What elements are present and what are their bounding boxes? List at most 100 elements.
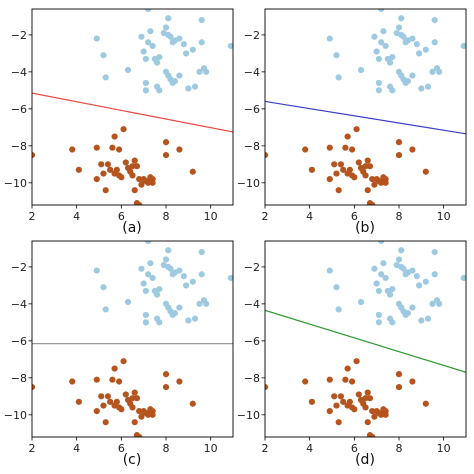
point-bottom-7 (107, 166, 114, 173)
point-bottom-0 (265, 383, 269, 391)
point-bottom-16 (129, 172, 136, 179)
point-top-28 (176, 72, 183, 79)
point-bottom-39 (382, 411, 389, 418)
point-top-13 (156, 53, 163, 61)
point-bottom-16 (362, 172, 369, 179)
y-tick-label: −4 (11, 298, 27, 311)
x-tick-label: 4 (306, 442, 313, 455)
point-top-29 (185, 317, 192, 324)
point-bottom-38 (362, 395, 369, 402)
point-top-30 (191, 315, 199, 322)
point-bottom-36 (111, 402, 118, 409)
point-bottom-35 (118, 174, 125, 181)
point-top-8 (142, 287, 149, 295)
point-top-35 (198, 16, 205, 24)
point-top-28 (409, 304, 416, 311)
point-bottom-39 (149, 411, 156, 418)
point-bottom-34 (422, 400, 429, 407)
point-bottom-9 (344, 133, 351, 140)
point-bottom-2 (308, 166, 315, 173)
point-bottom-31 (162, 383, 170, 391)
point-bottom-0 (32, 151, 36, 159)
point-bottom-38 (362, 163, 369, 170)
point-top-30 (424, 83, 432, 90)
point-top-5 (145, 241, 152, 245)
point-top-22 (416, 50, 423, 57)
point-top-35 (431, 16, 438, 24)
point-top-9 (378, 271, 385, 278)
point-top-37 (375, 79, 382, 87)
y-tick-label: −2 (11, 29, 27, 42)
point-top-1 (333, 284, 340, 291)
point-top-16 (400, 265, 407, 272)
point-top-4 (371, 33, 378, 40)
point-bottom-3 (93, 376, 100, 383)
point-bottom-3 (326, 144, 333, 151)
point-top-27 (171, 310, 179, 317)
point-top-36 (398, 15, 405, 22)
point-bottom-18 (366, 163, 374, 170)
panel-4: 2 4 6 8 10 −10 −8 −6 −4 −2 (d) (237, 240, 467, 468)
point-bottom-5 (100, 170, 107, 177)
point-bottom-36 (344, 170, 351, 177)
point-top-31 (429, 68, 436, 75)
x-tick-label: 4 (306, 210, 313, 223)
point-top-7 (373, 48, 380, 55)
point-top-30 (424, 315, 432, 322)
point-bottom-19 (136, 176, 143, 183)
point-bottom-4 (331, 393, 338, 400)
point-top-6 (147, 28, 154, 35)
point-bottom-33 (176, 378, 183, 385)
x-tick-label: 6 (118, 442, 125, 455)
point-bottom-3 (93, 144, 100, 151)
point-top-12 (153, 59, 161, 66)
point-top-29 (185, 85, 192, 92)
point-bottom-23 (378, 411, 385, 418)
point-top-35 (198, 248, 205, 256)
point-top-2 (102, 306, 109, 313)
y-tick-label: −6 (11, 335, 27, 348)
y-tick-label: −8 (11, 140, 27, 153)
point-top-0 (326, 267, 333, 274)
point-top-4 (371, 265, 378, 272)
x-tick-label: 2 (262, 210, 269, 223)
point-top-10 (382, 274, 389, 282)
point-top-12 (386, 59, 394, 66)
point-bottom-31 (395, 151, 403, 159)
point-top-21 (422, 278, 429, 285)
point-bottom-38 (129, 163, 136, 170)
axes-frame (31, 240, 234, 438)
point-top-40 (389, 319, 396, 326)
point-top-3 (124, 298, 132, 306)
point-bottom-31 (162, 151, 170, 159)
point-top-31 (196, 68, 203, 75)
y-tick-label: −6 (11, 103, 27, 116)
point-top-22 (183, 50, 190, 57)
point-bottom-9 (111, 133, 118, 140)
point-top-38 (375, 319, 382, 326)
point-bottom-2 (75, 398, 82, 405)
x-tick-label: 4 (73, 210, 80, 223)
x-tick-label: 4 (73, 442, 80, 455)
point-bottom-7 (340, 166, 347, 173)
point-top-37 (142, 79, 149, 87)
point-bottom-12 (353, 358, 360, 365)
point-bottom-32 (395, 139, 403, 146)
point-bottom-0 (265, 151, 269, 159)
point-top-12 (386, 291, 394, 298)
point-bottom-18 (133, 395, 141, 402)
point-bottom-33 (409, 378, 416, 385)
point-bottom-1 (302, 378, 309, 385)
point-top-13 (156, 285, 163, 293)
point-bottom-12 (120, 358, 127, 365)
point-top-22 (183, 282, 190, 289)
point-bottom-12 (120, 126, 127, 133)
x-tick-label: 6 (351, 210, 358, 223)
point-top-2 (102, 74, 109, 81)
point-bottom-37 (349, 378, 356, 385)
point-bottom-28 (136, 201, 143, 205)
point-top-33 (203, 300, 210, 307)
point-bottom-35 (351, 406, 358, 413)
point-bottom-34 (189, 400, 196, 407)
